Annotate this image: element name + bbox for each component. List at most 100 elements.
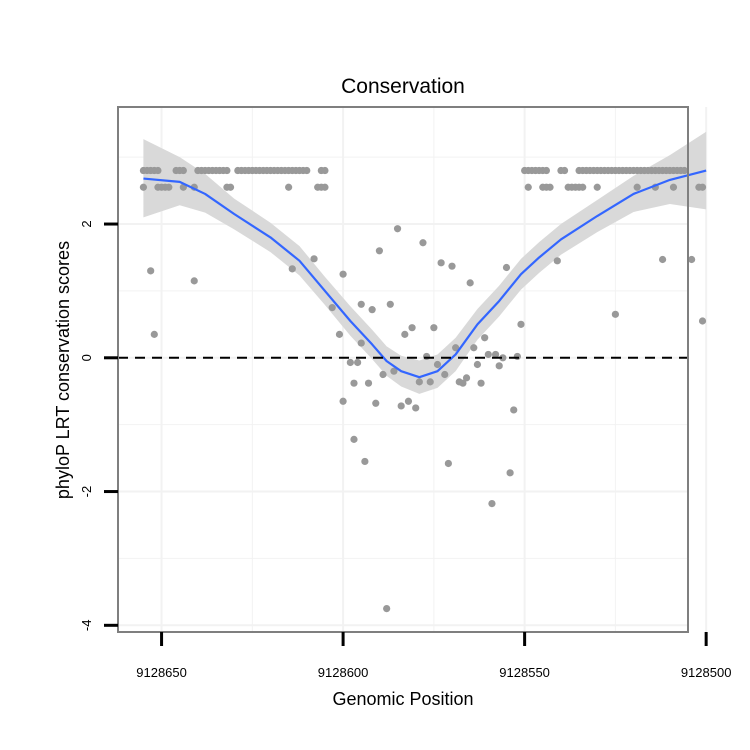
data-point (542, 166, 551, 175)
data-point (484, 350, 492, 359)
x-tick-label: 9128600 (318, 665, 369, 680)
data-point (441, 370, 449, 379)
data-point (303, 166, 311, 175)
data-point (553, 257, 561, 265)
y-tick-label: -2 (79, 486, 94, 498)
data-point (346, 358, 354, 367)
data-point (368, 306, 376, 314)
data-point (473, 360, 482, 369)
data-point (426, 378, 434, 386)
data-point (502, 263, 511, 272)
data-point (310, 255, 318, 263)
data-point (328, 304, 336, 312)
data-point (335, 330, 344, 338)
data-point (433, 360, 442, 369)
data-point (350, 435, 358, 443)
data-point (390, 367, 398, 375)
data-point (481, 334, 489, 342)
data-point (154, 183, 162, 191)
data-point (408, 324, 416, 332)
x-tick-label: 9128650 (136, 665, 187, 680)
x-tick-label: 9128550 (499, 665, 550, 680)
data-point (379, 370, 387, 379)
data-point (491, 350, 500, 359)
data-point (488, 499, 496, 508)
data-point (404, 397, 413, 405)
data-point (633, 183, 641, 191)
data-point (139, 183, 148, 191)
data-point (579, 183, 587, 191)
y-axis-label: phyloP LRT conservation scores (53, 241, 73, 499)
smooth-line-layer (143, 169, 707, 379)
data-point (375, 247, 384, 255)
data-point (154, 166, 162, 175)
data-point (444, 459, 452, 468)
data-point (393, 225, 402, 233)
data-point (412, 404, 420, 412)
data-point (524, 183, 532, 191)
data-point (419, 239, 427, 247)
data-point (357, 300, 365, 308)
data-point (397, 402, 405, 410)
points-layer (139, 166, 707, 613)
data-point (288, 265, 296, 273)
data-point (560, 166, 569, 175)
data-point (223, 183, 231, 191)
data-point (611, 310, 619, 318)
data-point (513, 352, 521, 361)
data-point (477, 379, 485, 387)
data-point (506, 469, 514, 477)
data-point (517, 320, 525, 328)
data-point (314, 183, 322, 191)
x-tick-label: 9128500 (681, 665, 732, 680)
data-point (422, 352, 431, 361)
chart-title: Conservation (341, 75, 465, 98)
x-axis-label: Genomic Position (332, 689, 473, 709)
data-point (383, 604, 391, 613)
data-point (357, 339, 365, 347)
y-tick-label: -4 (79, 620, 94, 632)
data-point (510, 406, 518, 414)
data-point (546, 183, 554, 191)
data-point (462, 374, 471, 382)
data-point (339, 270, 347, 278)
data-point (459, 379, 467, 387)
data-point (361, 457, 369, 466)
data-point (466, 279, 474, 287)
data-point (321, 166, 329, 175)
data-point (372, 399, 380, 407)
data-point (499, 354, 507, 362)
data-point (669, 183, 678, 191)
data-point (680, 166, 688, 175)
panel-border (117, 106, 689, 633)
data-point (401, 330, 409, 338)
data-point (688, 255, 696, 264)
data-point (179, 166, 187, 175)
y-tick-label: 2 (79, 220, 94, 227)
data-point (698, 183, 707, 191)
data-point (190, 277, 198, 285)
data-point (470, 344, 478, 352)
data-point (150, 330, 158, 338)
data-point (452, 344, 460, 352)
data-point (223, 166, 231, 175)
data-point (430, 324, 438, 332)
data-point (147, 267, 155, 275)
y-axis-ticks: -4 -2 0 2 (79, 220, 118, 631)
x-axis-ticks: 9128650 9128600 9128550 9128500 (136, 632, 731, 680)
data-point (354, 358, 362, 367)
data-point (495, 362, 503, 370)
data-point (350, 379, 358, 387)
data-point (593, 183, 601, 191)
data-point (364, 379, 373, 387)
data-point (386, 300, 394, 308)
data-point (415, 378, 423, 386)
data-point (448, 262, 456, 270)
data-point (339, 397, 347, 405)
y-tick-label: 0 (79, 354, 94, 361)
data-point (285, 183, 293, 191)
smooth-line (143, 169, 707, 379)
data-point (658, 255, 667, 264)
data-point (437, 259, 445, 267)
